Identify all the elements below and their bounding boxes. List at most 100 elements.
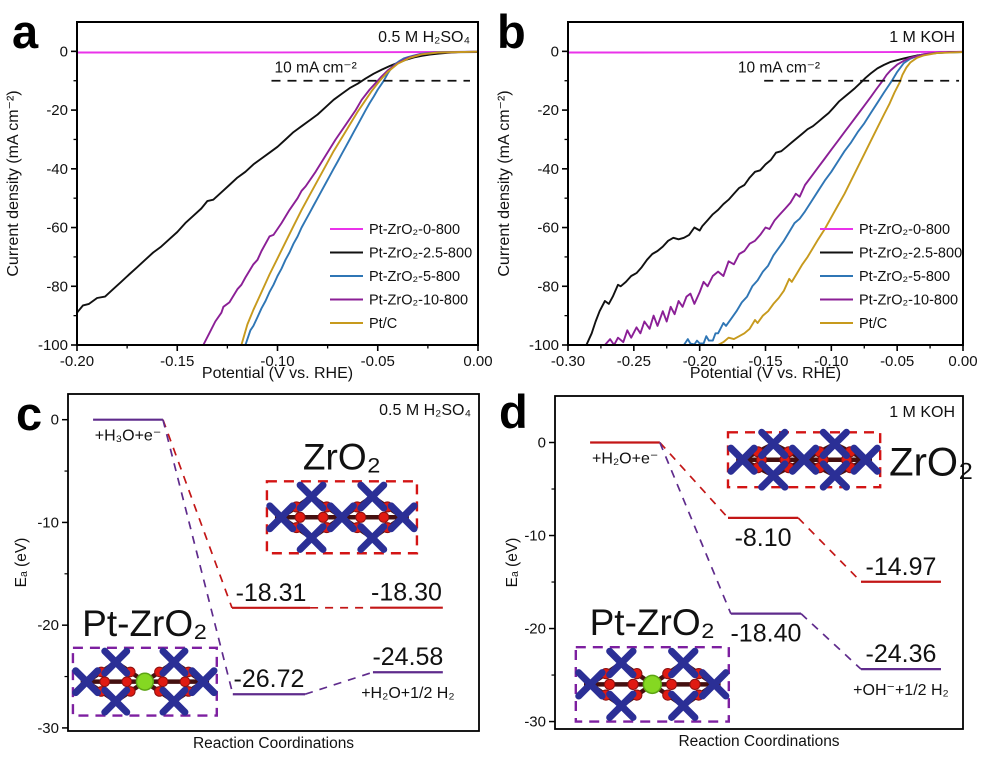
x-tick-label: -0.20 <box>683 353 717 370</box>
zirconium-atom <box>758 460 789 491</box>
transition-Pt-ZrO₂ <box>162 419 234 695</box>
legend-label-Pt/C: Pt/C <box>859 316 887 332</box>
zirconium-atom <box>387 502 418 533</box>
zirconium-atom <box>727 444 758 475</box>
zirconium-atom <box>819 428 850 460</box>
y-axis-title: Current density (mA cm⁻²) <box>5 90 22 276</box>
legend-label-Pt-ZrO₂-10-800: Pt-ZrO₂-10-800 <box>859 293 958 309</box>
zirconium-atom <box>788 444 820 475</box>
y-tick-label: -40 <box>537 161 559 178</box>
structure-label-ZrO₂: ZrO₂ <box>303 436 381 477</box>
y-tick-label: 0 <box>51 412 59 429</box>
oxygen-atom <box>179 676 191 687</box>
y-axis-title: Eₐ (eV) <box>13 538 30 588</box>
zirconium-atom <box>326 502 357 533</box>
zirconium-atom <box>101 647 131 677</box>
y-tick-label: -10 <box>524 528 546 545</box>
electrolyte-label: 0.5 M H₂SO₄ <box>379 402 471 419</box>
curves-group <box>568 50 963 345</box>
panel-letter-c: c <box>16 387 43 440</box>
zirconium-atom <box>266 502 297 533</box>
zirconium-atom <box>606 647 637 679</box>
pt-zro2-structure <box>575 647 730 721</box>
oxygen-atom <box>665 678 678 690</box>
y-tick-label: -100 <box>38 337 68 354</box>
zirconium-atom <box>668 647 699 679</box>
platinum-atom <box>642 674 663 695</box>
y-tick-label: -20 <box>524 621 546 638</box>
zirconium-atom <box>758 428 789 460</box>
oxygen-atom <box>603 678 616 690</box>
x-axis-title: Potential (V vs. RHE) <box>202 365 353 382</box>
initial-state-label: +H₂O+e⁻ <box>592 451 658 468</box>
oxygen-atom <box>627 678 639 690</box>
y-tick-label: -30 <box>37 720 59 737</box>
zirconium-atom <box>819 460 850 491</box>
zirconium-atom <box>357 481 388 512</box>
her-polarization-chart-alkaline: 10 mA cm⁻² -0.30 -0.25 -0.20 -0.15 -0.10 -0.05… <box>496 21 978 382</box>
energy-diagram-acid: 0 -10 -20 -30 Reaction Coordinations Eₐ (eV) 0… <box>13 393 480 752</box>
pt-zro2-structure <box>72 647 218 716</box>
y-tick-label: -20 <box>537 102 559 119</box>
platinum-atom <box>135 672 155 691</box>
zirconium-atom <box>575 669 606 700</box>
zirconium-atom <box>357 523 388 553</box>
structure-label-ZrO₂: ZrO₂ <box>889 441 973 485</box>
transition-Pt-ZrO₂ <box>659 442 732 614</box>
oxygen-atom <box>355 511 367 523</box>
curve-Pt-ZrO₂-5-800 <box>244 50 478 345</box>
energy-value-label: -24.36 <box>866 640 937 668</box>
x-tick-label: -0.25 <box>617 353 651 370</box>
final-state-label: +OH⁻+1/2 H₂ <box>853 682 949 699</box>
oxygen-atom <box>99 676 111 687</box>
oxygen-atom <box>157 676 169 687</box>
zirconium-atom <box>606 690 637 721</box>
x-tick-label: -0.30 <box>551 353 585 370</box>
initial-state-label: +H₃O+e⁻ <box>95 428 162 445</box>
y-tick-label: -20 <box>46 102 68 119</box>
zro2-structure <box>727 428 881 491</box>
y-axis-title: Eₐ (eV) <box>504 538 521 588</box>
zirconium-atom <box>850 444 881 475</box>
zirconium-atom <box>159 686 189 716</box>
oxygen-atom <box>378 511 390 523</box>
x-tick-label: -0.05 <box>361 353 395 370</box>
structure-label-Pt-ZrO₂: Pt-ZrO₂ <box>590 602 715 643</box>
plot-frame <box>67 393 480 732</box>
y-tick-label: -30 <box>524 714 546 731</box>
curve-Pt-ZrO₂-5-800 <box>683 51 963 345</box>
energy-value-label: -18.40 <box>730 620 801 648</box>
legend-label-Pt/C: Pt/C <box>369 316 397 332</box>
zirconium-atom <box>159 647 189 677</box>
electrolyte-label: 0.5 M H₂SO₄ <box>378 29 470 46</box>
y-tick-label: -80 <box>46 278 68 295</box>
structure-box-Pt-ZrO₂ <box>574 645 731 723</box>
x-tick-label: -0.10 <box>260 353 294 370</box>
y-tick-label: -40 <box>46 161 68 178</box>
transition-ZrO₂ <box>162 419 233 609</box>
legend-label-Pt-ZrO₂-5-800: Pt-ZrO₂-5-800 <box>859 269 950 285</box>
y-tick-label: -100 <box>529 337 559 354</box>
energy-value-label: -18.30 <box>371 579 442 607</box>
transition-Pt-ZrO₂ <box>304 671 374 696</box>
electrolyte-label: 1 M KOH <box>889 29 955 46</box>
transition-ZrO₂ <box>659 441 729 519</box>
structure-label-Pt-ZrO₂: Pt-ZrO₂ <box>82 603 207 644</box>
plot-frame <box>554 395 964 730</box>
y-tick-label: 0 <box>551 43 559 60</box>
y-tick-label: -20 <box>37 617 59 634</box>
y-tick-label: -10 <box>37 514 59 531</box>
curve-Pt-ZrO₂-0-800 <box>77 50 478 54</box>
y-axis-title: Current density (mA cm⁻²) <box>496 90 513 276</box>
curve-Pt/C <box>240 50 478 345</box>
y-tick-label: 0 <box>60 43 68 60</box>
x-tick-label: 0.00 <box>948 353 977 370</box>
transition-ZrO₂ <box>797 517 862 583</box>
oxygen-atom <box>689 678 701 690</box>
zirconium-atom <box>72 667 102 697</box>
panel-letter-d: d <box>499 385 528 438</box>
x-tick-label: -0.05 <box>880 353 914 370</box>
legend-label-Pt-ZrO₂-10-800: Pt-ZrO₂-10-800 <box>369 293 468 309</box>
threshold-label: 10 mA cm⁻² <box>274 60 356 77</box>
energy-value-label: -26.72 <box>234 665 305 693</box>
